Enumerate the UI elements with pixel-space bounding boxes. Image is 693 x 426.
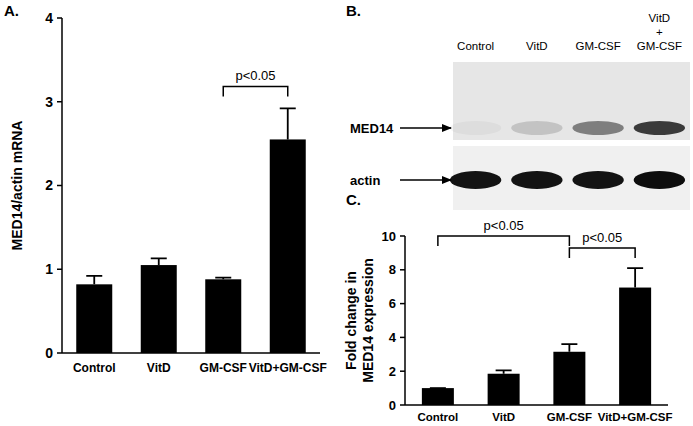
figure: A. 0 1 2 3 4 MED14/actin mRNA Control VitD GM-CSF…	[0, 0, 693, 426]
y-axis-label-line: Fold change in	[343, 271, 359, 370]
error-bar	[496, 370, 512, 373]
y-tick	[400, 235, 405, 237]
blot-band	[572, 171, 623, 189]
row-label: actin	[350, 173, 380, 188]
error-bar	[151, 258, 167, 265]
y-tick-label: 3	[45, 94, 53, 110]
bar	[553, 352, 585, 405]
y-axis-label: Fold change inMED14 expression	[343, 258, 376, 383]
y-tick-label: 2	[45, 177, 53, 193]
y-tick-label: 1	[45, 261, 53, 277]
y-tick-label: 0	[389, 398, 396, 413]
y-tick-label: 8	[389, 262, 396, 277]
panel-blot: B. Control VitD GM-CSF VitD + GM-CSF MED14 actin	[346, 2, 690, 210]
y-axis-label-line: MED14/actin mRNA	[9, 121, 25, 251]
blot-band	[511, 171, 562, 189]
panel-label: B.	[346, 2, 361, 19]
x-tick-label: Control	[73, 361, 116, 375]
y-tick-label: 4	[389, 330, 397, 345]
bar	[141, 265, 177, 353]
blot-band	[450, 121, 501, 135]
lane-label: VitD + GM-CSF	[637, 12, 682, 52]
panel-chart: C. 0 2 4 6 8 10 Fold change inMED14 expression C…	[343, 191, 673, 423]
significance-label: p<0.05	[582, 230, 622, 245]
significance-bracket	[438, 236, 570, 246]
y-tick	[400, 303, 405, 305]
bar	[205, 279, 241, 353]
panel-label: A.	[4, 2, 19, 19]
error-bar	[280, 108, 296, 139]
x-tick-label: VitD+GM-CSF	[249, 361, 327, 375]
y-tick-label: 10	[382, 229, 396, 244]
blot-band	[634, 171, 685, 189]
bars	[422, 268, 651, 405]
panel-label: C.	[346, 191, 361, 208]
x-tick-label: Control	[417, 411, 458, 423]
y-axis-label-group: MED14/actin mRNA	[9, 121, 25, 251]
x-tick-label: VitD	[147, 361, 171, 375]
y-tick	[57, 17, 62, 19]
lane-label-line: GM-CSF	[575, 40, 620, 52]
x-tick-label: GM-CSF	[547, 411, 592, 423]
y-tick	[400, 370, 405, 372]
bar	[488, 374, 520, 405]
error-bar	[561, 344, 577, 352]
significance-label: p<0.05	[235, 68, 275, 83]
lane-label-line: GM-CSF	[637, 40, 682, 52]
error-bar	[86, 276, 102, 284]
panel-chart: A. 0 1 2 3 4 MED14/actin mRNA Control VitD GM-CSF…	[4, 2, 327, 375]
significance-label: p<0.05	[484, 218, 524, 233]
significance-bracket	[223, 86, 288, 96]
bar	[76, 284, 112, 353]
x-tick-label: GM-CSF	[200, 361, 247, 375]
bar	[619, 288, 651, 405]
error-bar	[430, 387, 446, 389]
blot-band	[634, 121, 685, 135]
lane-label-line: VitD	[526, 40, 548, 52]
error-bar	[215, 278, 231, 280]
y-tick	[57, 269, 62, 271]
y-tick	[400, 269, 405, 271]
blot-band	[572, 121, 623, 135]
bar	[422, 388, 454, 405]
y-axis	[404, 236, 406, 405]
significance-bracket	[569, 248, 635, 258]
lane-label: Control	[457, 40, 494, 52]
y-tick	[400, 404, 405, 406]
blot-band	[450, 171, 501, 189]
bars	[76, 108, 306, 353]
lane-label-line: Control	[457, 40, 494, 52]
lane-label: GM-CSF	[575, 40, 620, 52]
y-tick	[57, 101, 62, 103]
y-tick	[400, 337, 405, 339]
row-label: MED14	[350, 121, 394, 136]
x-tick-label: VitD+GM-CSF	[598, 411, 673, 423]
lane-label: VitD	[526, 40, 548, 52]
blot-band	[511, 121, 562, 135]
y-tick-label: 2	[389, 364, 396, 379]
y-tick-label: 4	[45, 10, 53, 26]
y-axis-label-group: Fold change inMED14 expression	[343, 258, 376, 383]
y-axis-label: MED14/actin mRNA	[9, 121, 25, 251]
row-arrow	[400, 179, 451, 181]
y-tick	[57, 185, 62, 187]
error-bar	[627, 268, 643, 287]
x-tick-label: VitD	[492, 411, 515, 423]
row-arrow	[400, 127, 451, 129]
y-tick	[57, 352, 62, 354]
y-tick-label: 0	[45, 345, 53, 361]
lane-label-line: +	[656, 26, 663, 38]
lane-label-line: VitD	[649, 12, 671, 24]
bar	[270, 139, 306, 353]
y-tick-label: 6	[389, 296, 396, 311]
y-axis-label-line: MED14 expression	[360, 258, 376, 383]
